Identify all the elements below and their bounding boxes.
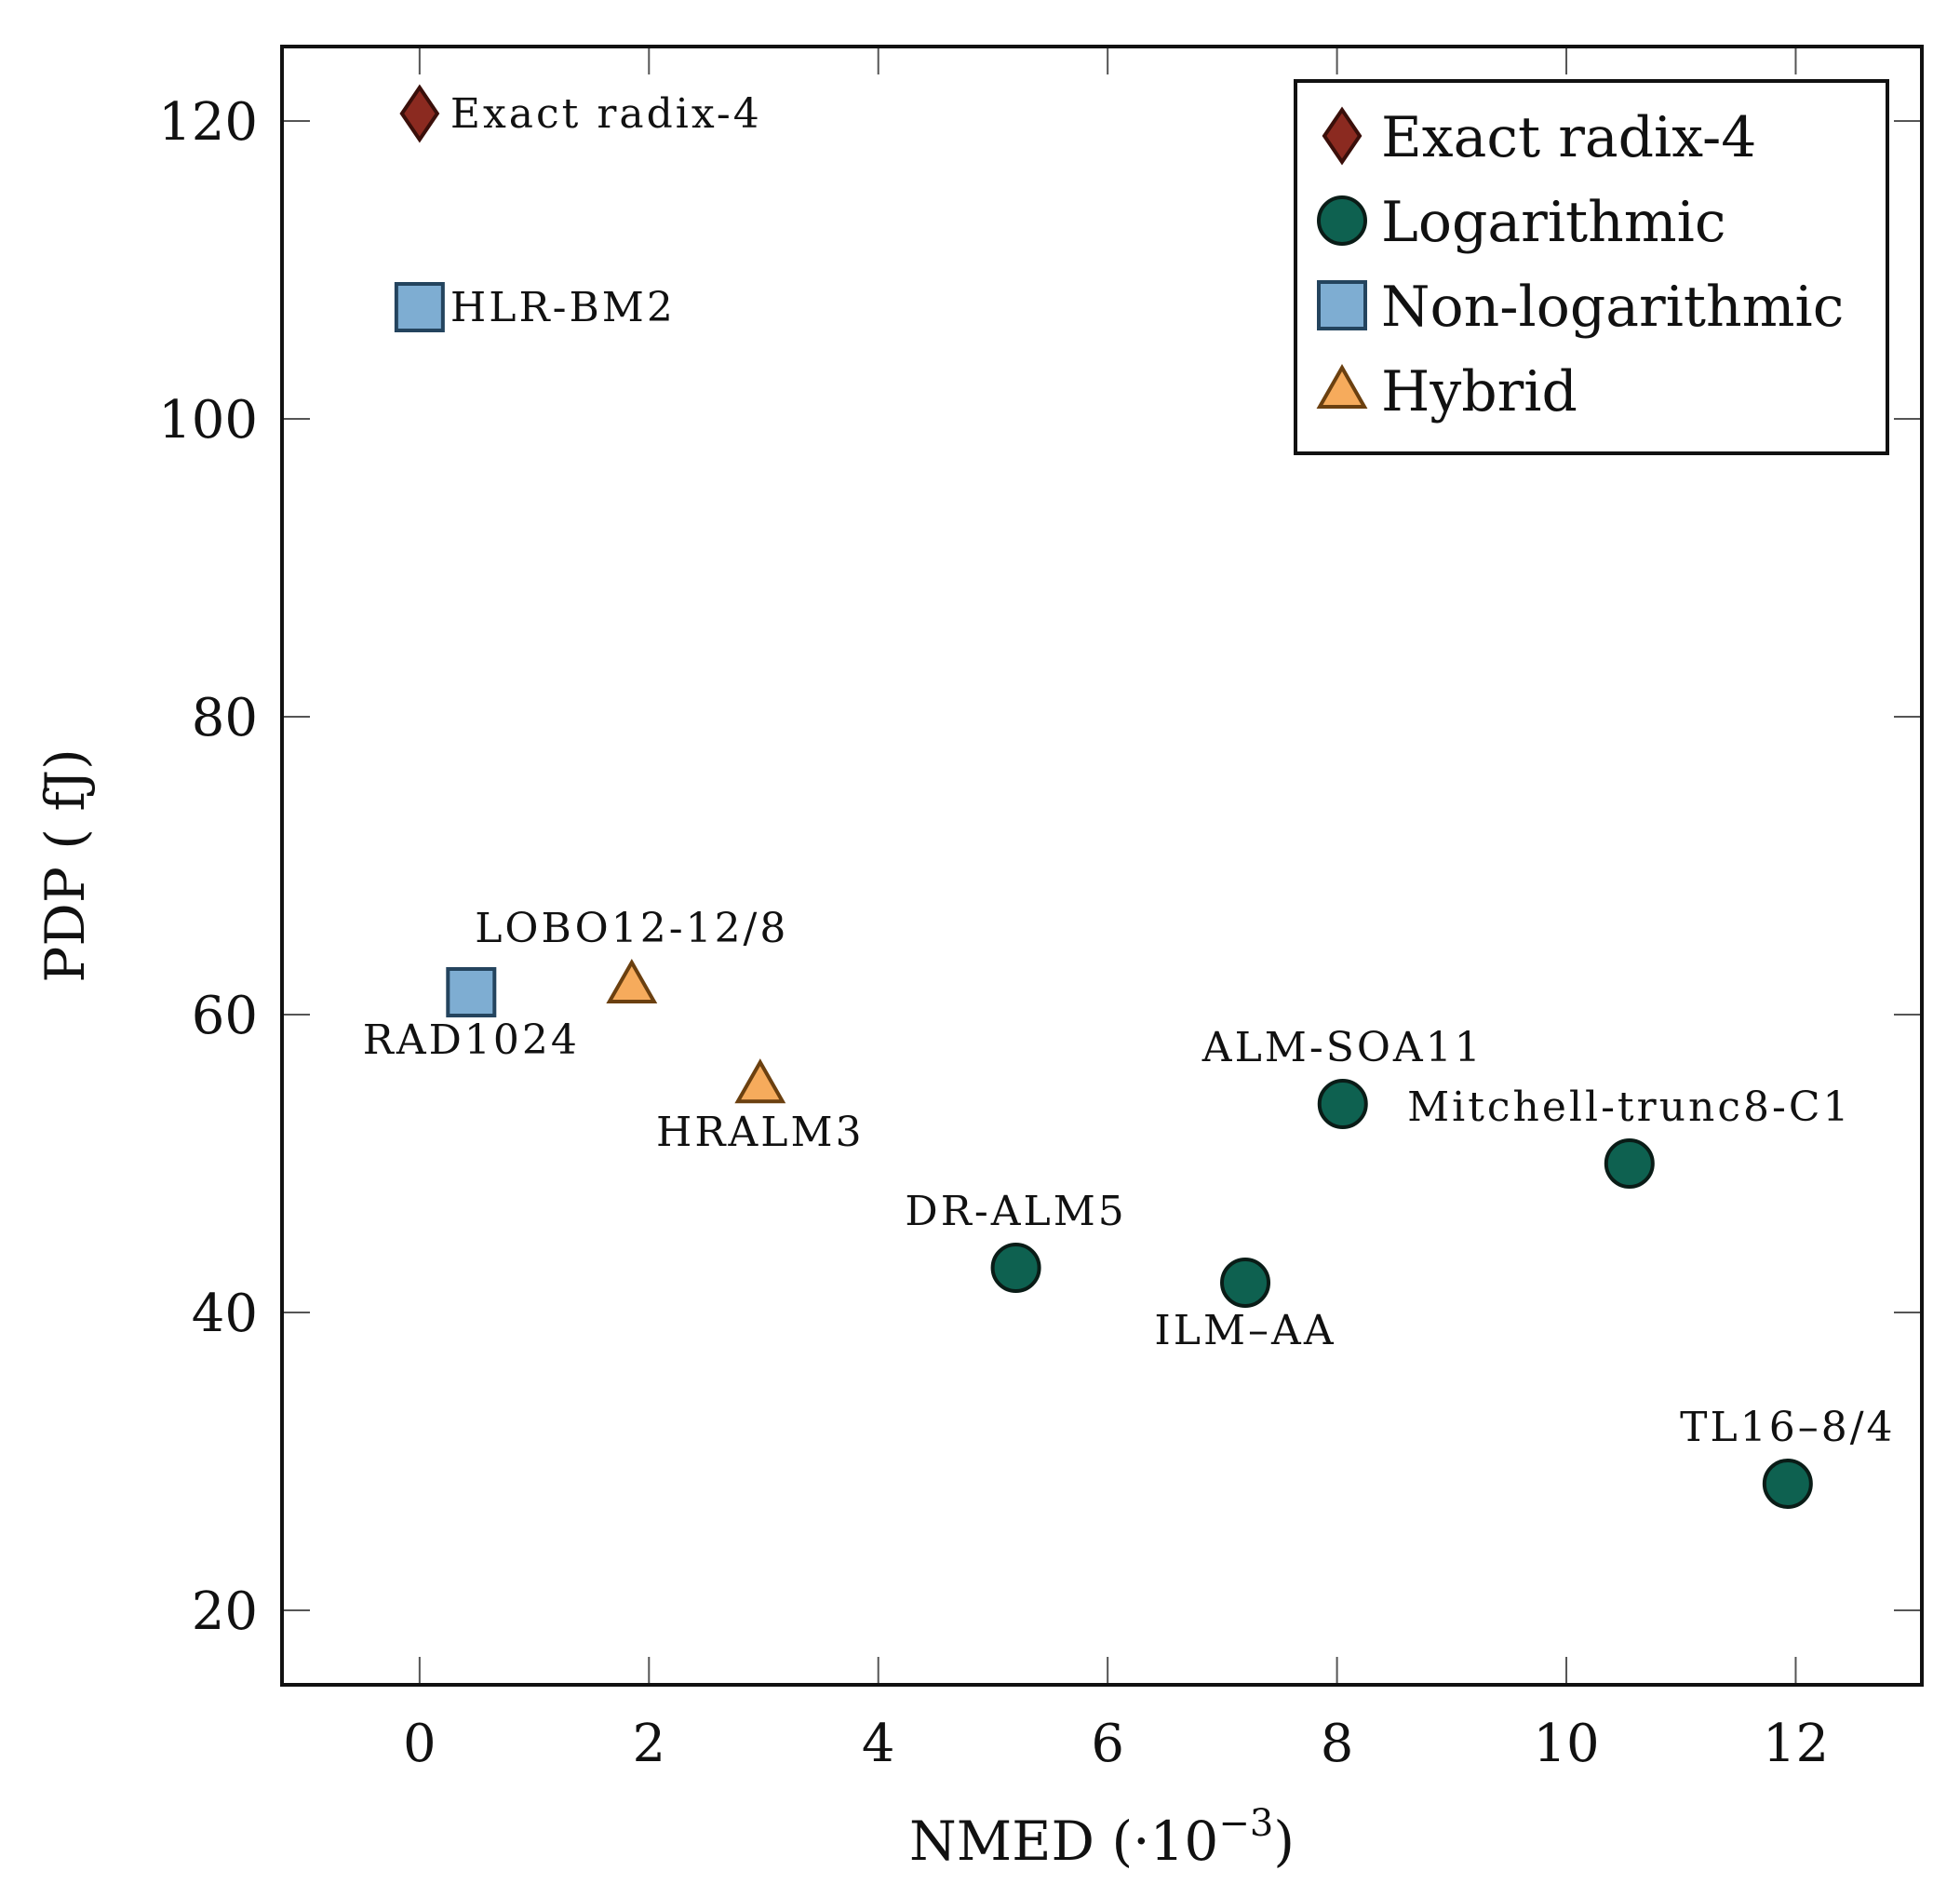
data-point-square xyxy=(394,282,445,332)
point-label: HLR-BM2 xyxy=(450,284,676,331)
legend-entry-label: Non-logarithmic xyxy=(1381,275,1844,340)
data-point-circle xyxy=(1762,1459,1813,1509)
legend-marker-square xyxy=(1317,280,1367,330)
y-tick-label: 100 xyxy=(158,390,258,451)
x-tick-label: 4 xyxy=(862,1714,895,1774)
y-tick-label: 120 xyxy=(158,92,258,153)
y-tick-label: 60 xyxy=(192,986,258,1046)
point-label: RAD1024 xyxy=(363,1016,580,1064)
data-point-diamond xyxy=(399,84,440,143)
x-tick-label: 0 xyxy=(403,1714,436,1774)
point-label: HRALM3 xyxy=(656,1109,865,1156)
y-tick-label: 20 xyxy=(192,1581,258,1642)
ticks-layer: 0 2 4 6 8 10 12 20 40 60 80 100 120 xyxy=(158,47,1922,1774)
data-point-triangle xyxy=(606,958,658,1003)
legend-box xyxy=(1294,79,1889,455)
legend-marker-diamond xyxy=(1322,106,1363,166)
y-tick-label: 40 xyxy=(192,1284,258,1344)
legend: Exact radix-4 Logarithmic Non-logarithmic H… xyxy=(1294,79,1889,455)
data-point-circle xyxy=(1317,1079,1368,1129)
x-tick-label: 6 xyxy=(1091,1714,1124,1774)
data-point-circle xyxy=(990,1243,1041,1293)
x-tick-label: 12 xyxy=(1763,1714,1829,1774)
legend-marker-circle xyxy=(1317,195,1367,246)
data-point-square xyxy=(446,967,497,1017)
x-axis-title: NMED (·10−3) xyxy=(909,1802,1295,1873)
legend-entry-label: Hybrid xyxy=(1381,359,1577,424)
point-label: DR-ALM5 xyxy=(905,1188,1126,1235)
point-label: ILM–AA xyxy=(1154,1307,1336,1354)
point-label: Mitchell-trunc8-C1 xyxy=(1407,1083,1851,1131)
x-tick-label: 2 xyxy=(632,1714,665,1774)
y-axis-title: PDP ( fJ) xyxy=(34,748,97,982)
data-point-triangle xyxy=(734,1058,786,1104)
data-point-circle xyxy=(1220,1258,1271,1308)
points-layer xyxy=(394,84,1813,1509)
point-label: LOBO12-12/8 xyxy=(475,905,788,952)
point-label: ALM-SOA11 xyxy=(1202,1024,1483,1071)
legend-entry-label: Exact radix-4 xyxy=(1381,105,1756,170)
x-tick-label: 10 xyxy=(1533,1714,1599,1774)
data-point-circle xyxy=(1604,1138,1655,1189)
legend-marker-triangle xyxy=(1316,363,1368,409)
point-labels-layer: Exact radix-4 ALM-SOA11 Mitchell-trunc8-C1… xyxy=(363,90,1895,1451)
legend-entries: Exact radix-4 Logarithmic Non-logarithmic H… xyxy=(1316,105,1844,424)
y-tick-label: 80 xyxy=(192,688,258,748)
legend-entry-label: Logarithmic xyxy=(1381,190,1725,255)
point-label: Exact radix-4 xyxy=(450,90,762,138)
plot-area-frame xyxy=(280,45,1924,1687)
point-label: TL16–8/4 xyxy=(1680,1404,1895,1451)
x-tick-label: 8 xyxy=(1321,1714,1354,1774)
